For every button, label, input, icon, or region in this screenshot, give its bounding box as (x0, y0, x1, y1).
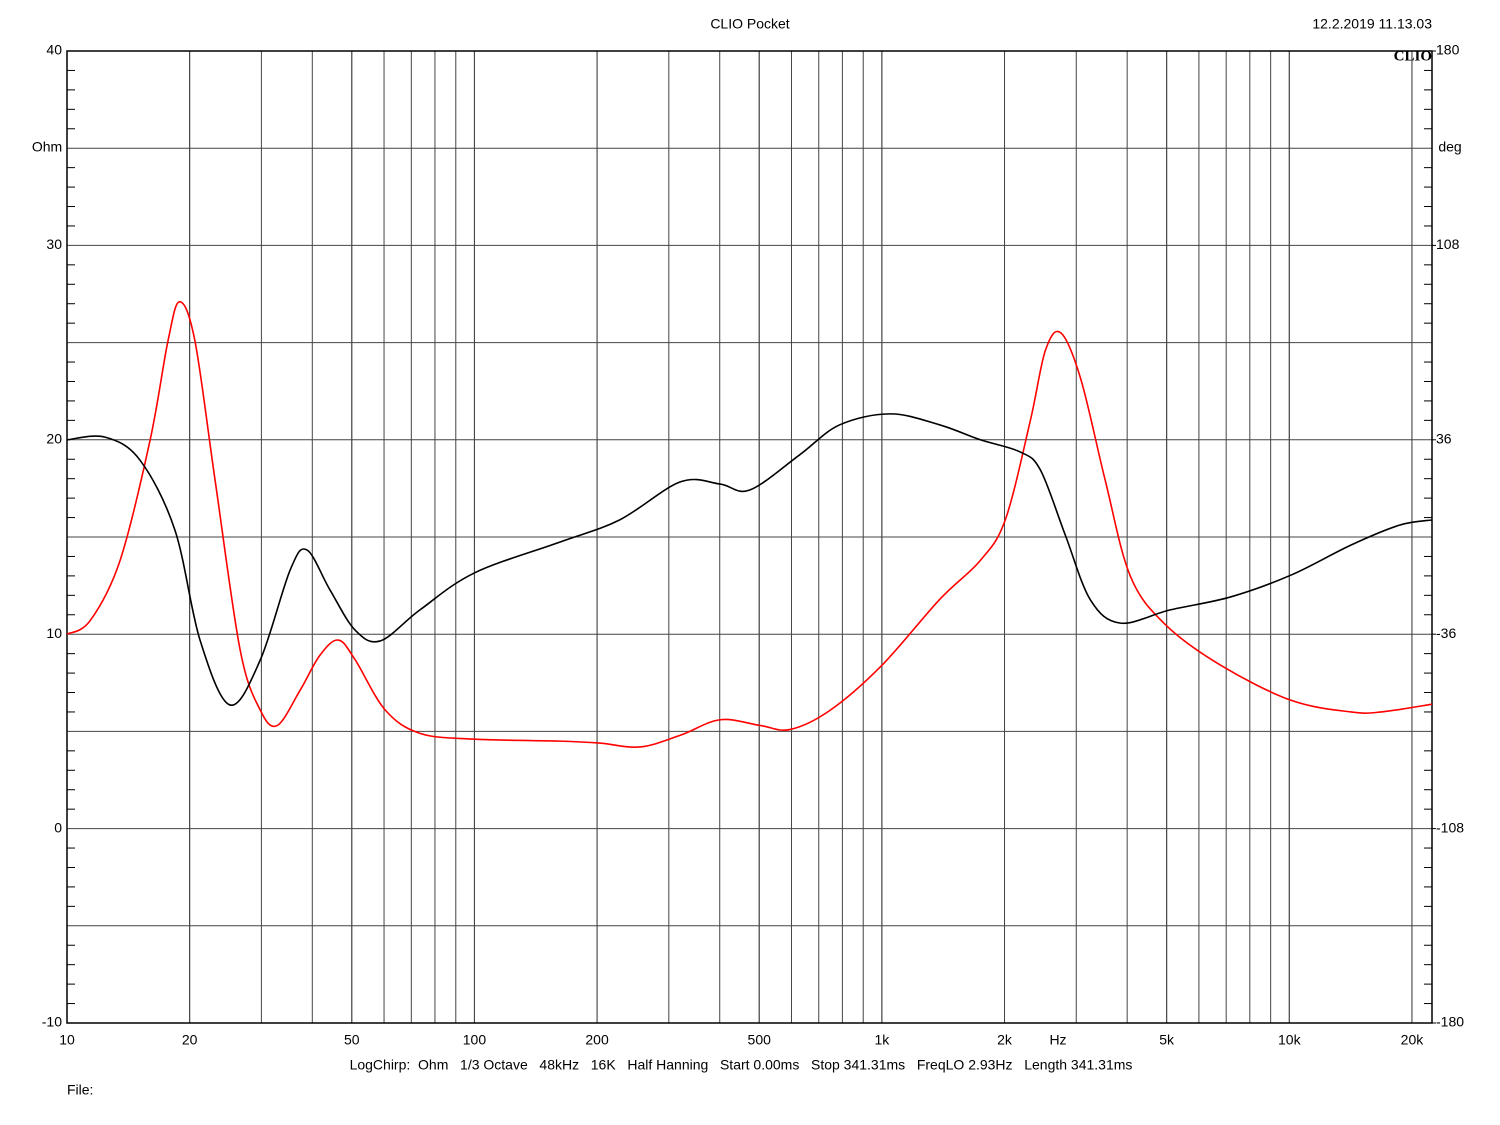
y2-tick-label: -180 (1436, 1014, 1464, 1030)
y-tick-label: 20 (46, 431, 62, 447)
x-tick-label: 2k (997, 1032, 1013, 1048)
chart-date: 12.2.2019 11.13.03 (1312, 16, 1432, 32)
y2-tick-label: -108 (1436, 819, 1464, 835)
x-tick-label: 5k (1159, 1032, 1175, 1048)
y2-axis-unit: deg (1438, 139, 1461, 155)
data-line (66, 413, 1433, 706)
x-axis-unit: Hz (1049, 1032, 1066, 1048)
y2-tick-label: 180 (1436, 42, 1460, 58)
x-tick-label: 1k (874, 1032, 890, 1048)
y-tick-label: 10 (46, 625, 62, 641)
measurement-settings: LogChirp: Ohm 1/3 Octave 48kHz 16K Half … (350, 1057, 1133, 1073)
x-tick-label: 10 (59, 1032, 75, 1048)
y2-tick-label: -36 (1436, 625, 1456, 641)
chart-title: CLIO Pocket (710, 16, 789, 32)
y2-tick-label: 36 (1436, 431, 1452, 447)
x-tick-label: 500 (748, 1032, 772, 1048)
plot-frame (66, 50, 1433, 1024)
y-axis-unit: Ohm (32, 139, 62, 155)
x-tick-label: 20k (1401, 1032, 1425, 1048)
y-tick-label: -10 (42, 1014, 62, 1030)
logo: CLIO (1394, 48, 1432, 64)
x-tick-label: 10k (1278, 1032, 1302, 1048)
x-tick-label: 50 (344, 1032, 360, 1048)
x-tick-label: 100 (463, 1032, 487, 1048)
y-tick-label: 0 (54, 819, 62, 835)
y-tick-label: 30 (46, 236, 62, 252)
y-tick-label: 40 (46, 42, 62, 58)
x-tick-label: 20 (182, 1032, 198, 1048)
file-label: File: (67, 1082, 93, 1098)
data-line (66, 300, 1433, 748)
y2-tick-label: 108 (1436, 236, 1460, 252)
x-tick-label: 200 (585, 1032, 609, 1048)
